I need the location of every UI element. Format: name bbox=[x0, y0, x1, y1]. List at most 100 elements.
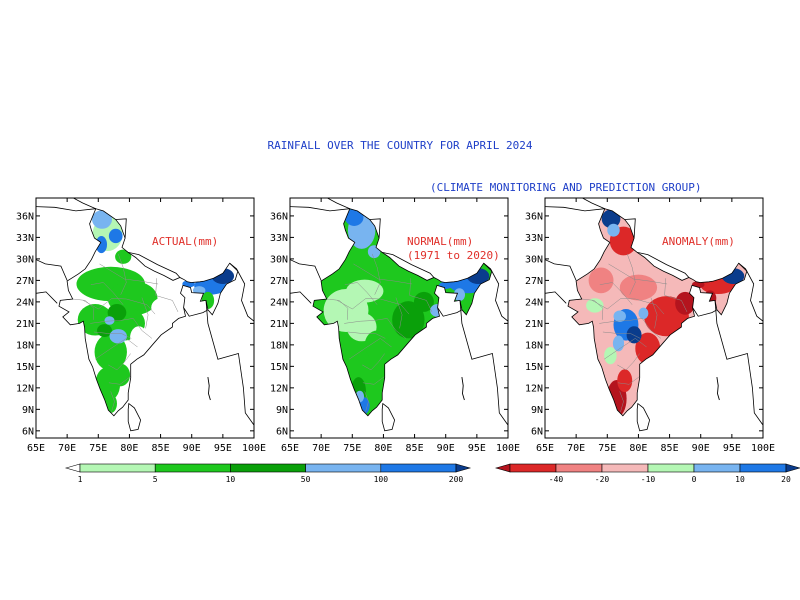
rain-field-region bbox=[107, 304, 127, 322]
state-boundary bbox=[326, 298, 349, 320]
lat-tick-label: 30N bbox=[270, 254, 288, 265]
rain-field-region bbox=[392, 301, 425, 339]
colorbar-label: 5 bbox=[153, 475, 158, 484]
lat-tick-label: 27N bbox=[16, 276, 34, 287]
state-boundary bbox=[626, 253, 636, 295]
lat-tick-label: 12N bbox=[16, 383, 34, 394]
colorbar-swatch bbox=[739, 463, 787, 473]
lon-tick-label: 100E bbox=[242, 443, 266, 454]
lon-tick-label: 70E bbox=[567, 443, 585, 454]
rain-field-region bbox=[104, 316, 115, 325]
state-boundary bbox=[90, 282, 124, 305]
neighbour-border bbox=[545, 206, 605, 212]
lon-tick-label: 85E bbox=[406, 443, 424, 454]
panel-label: NORMAL(mm) bbox=[407, 235, 473, 248]
rain-field-region bbox=[346, 279, 384, 303]
lat-tick-label: 6N bbox=[276, 426, 288, 437]
lon-tick-label: 100E bbox=[496, 443, 520, 454]
colorbar-label: 20 bbox=[781, 475, 791, 484]
neighbour-border bbox=[183, 307, 209, 317]
state-boundary bbox=[337, 298, 410, 315]
lat-tick-label: 30N bbox=[16, 254, 34, 265]
state-boundary bbox=[155, 278, 179, 313]
lat-tick-label: 24N bbox=[16, 297, 34, 308]
rain-field-region bbox=[601, 209, 621, 229]
colorbar-swatch bbox=[154, 463, 231, 473]
rain-field-region bbox=[182, 280, 195, 288]
lat-tick-label: 30N bbox=[525, 254, 543, 265]
neighbour-border bbox=[369, 218, 381, 239]
lat-tick-label: 33N bbox=[16, 233, 34, 244]
colorbar-label: 10 bbox=[226, 475, 236, 484]
lat-tick-label: 9N bbox=[22, 405, 34, 416]
neighbour-border bbox=[714, 300, 763, 426]
neighbour-border bbox=[545, 291, 567, 304]
state-boundary bbox=[395, 297, 403, 329]
rain-field-region bbox=[151, 297, 177, 318]
state-boundary bbox=[364, 391, 369, 413]
lat-tick-label: 18N bbox=[16, 340, 34, 351]
lat-tick-label: 36N bbox=[270, 211, 288, 222]
rain-field-region bbox=[109, 329, 127, 344]
rain-field-region bbox=[588, 267, 614, 294]
lon-tick-label: 80E bbox=[629, 443, 647, 454]
state-boundary bbox=[599, 282, 633, 305]
state-boundary bbox=[592, 298, 665, 315]
state-boundary bbox=[110, 391, 115, 413]
colorbar-1: 1 5 10 50 100 200 bbox=[64, 463, 472, 484]
colorbar-swatch bbox=[305, 463, 382, 473]
panel-label: ACTUAL(mm) bbox=[152, 235, 218, 248]
lon-tick-label: 65E bbox=[536, 443, 554, 454]
colorbar-swatch bbox=[79, 463, 156, 473]
sri-lanka-outline bbox=[636, 402, 651, 432]
state-boundary bbox=[344, 318, 407, 339]
rain-field-region bbox=[108, 228, 123, 244]
state-boundary bbox=[617, 376, 640, 385]
lat-tick-label: 9N bbox=[531, 405, 543, 416]
state-boundary bbox=[90, 318, 153, 339]
lat-tick-label: 9N bbox=[276, 405, 288, 416]
lat-tick-label: 15N bbox=[270, 362, 288, 373]
colorbar-swatch bbox=[555, 463, 603, 473]
lat-tick-label: 24N bbox=[270, 297, 288, 308]
lon-tick-label: 85E bbox=[152, 443, 170, 454]
lon-tick-label: 75E bbox=[89, 443, 107, 454]
lon-tick-label: 100E bbox=[751, 443, 775, 454]
lat-tick-label: 18N bbox=[270, 340, 288, 351]
neighbour-border bbox=[327, 198, 350, 210]
colorbar-swatch bbox=[601, 463, 649, 473]
lon-tick-label: 80E bbox=[374, 443, 392, 454]
state-boundary bbox=[95, 338, 138, 360]
lon-tick-label: 65E bbox=[27, 443, 45, 454]
rain-field-region bbox=[604, 347, 617, 365]
lon-tick-label: 75E bbox=[598, 443, 616, 454]
rain-field-region bbox=[355, 390, 365, 403]
rain-field-region bbox=[586, 298, 604, 313]
state-boundary bbox=[83, 298, 156, 315]
panel-label: ANOMALY(mm) bbox=[662, 235, 735, 248]
colorbar-label: -20 bbox=[595, 475, 610, 484]
rain-field-region bbox=[354, 256, 388, 277]
lat-tick-label: 24N bbox=[525, 297, 543, 308]
sri-lanka-outline bbox=[381, 402, 396, 432]
lon-tick-label: 90E bbox=[183, 443, 201, 454]
neighbour-border bbox=[382, 252, 435, 278]
colorbar-swatch bbox=[647, 463, 695, 473]
colorbar-label: 100 bbox=[374, 475, 389, 484]
colorbar-label: 0 bbox=[692, 475, 697, 484]
colorbar-label: -10 bbox=[641, 475, 656, 484]
state-boundary bbox=[349, 338, 392, 360]
rain-field-region bbox=[367, 245, 381, 259]
neighbour-border bbox=[290, 206, 350, 212]
rain-field-region bbox=[612, 335, 625, 352]
rain-field-region bbox=[617, 369, 633, 393]
colorbar-2: -40-20-100102040 bbox=[494, 463, 800, 484]
colorbar-swatch bbox=[380, 463, 457, 473]
rain-field-region bbox=[364, 330, 390, 360]
lat-tick-label: 27N bbox=[525, 276, 543, 287]
india-outline bbox=[312, 208, 493, 417]
neighbour-border bbox=[36, 259, 68, 281]
lon-tick-label: 95E bbox=[214, 443, 232, 454]
neighbour-border bbox=[483, 262, 508, 322]
